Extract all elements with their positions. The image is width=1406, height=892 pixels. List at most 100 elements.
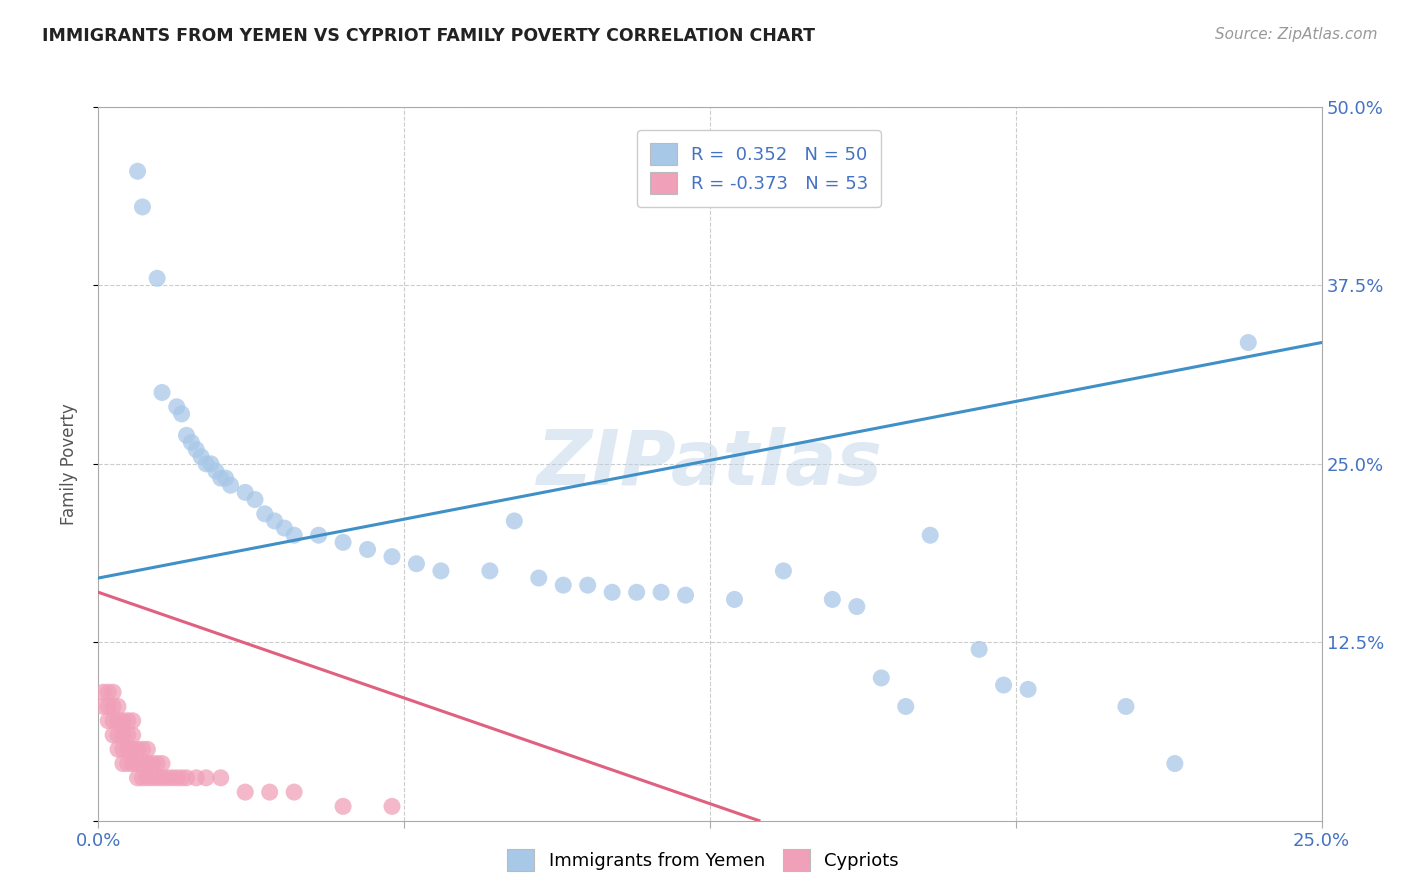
Point	[111, 714, 134, 728]
Point	[675, 588, 697, 602]
Point	[150, 771, 173, 785]
Legend: R =  0.352   N = 50, R = -0.373   N = 53: R = 0.352 N = 50, R = -0.373 N = 53	[637, 130, 882, 207]
Point	[166, 771, 188, 785]
Point	[101, 728, 124, 742]
Point	[263, 514, 285, 528]
Point	[503, 514, 526, 528]
Text: ZIPatlas: ZIPatlas	[537, 427, 883, 500]
Point	[200, 457, 222, 471]
Point	[259, 785, 281, 799]
Point	[117, 728, 139, 742]
Point	[136, 771, 159, 785]
Point	[131, 771, 153, 785]
Point	[131, 742, 153, 756]
Point	[107, 728, 129, 742]
Text: IMMIGRANTS FROM YEMEN VS CYPRIOT FAMILY POVERTY CORRELATION CHART: IMMIGRANTS FROM YEMEN VS CYPRIOT FAMILY …	[42, 27, 815, 45]
Point	[136, 742, 159, 756]
Point	[170, 407, 193, 421]
Point	[131, 756, 153, 771]
Point	[107, 742, 129, 756]
Point	[97, 714, 120, 728]
Point	[176, 428, 198, 442]
Point	[993, 678, 1015, 692]
Point	[121, 742, 143, 756]
Y-axis label: Family Poverty: Family Poverty	[59, 403, 77, 524]
Point	[381, 549, 404, 564]
Point	[121, 756, 143, 771]
Point	[97, 699, 120, 714]
Point	[253, 507, 276, 521]
Point	[219, 478, 242, 492]
Point	[1237, 335, 1260, 350]
Point	[553, 578, 575, 592]
Point	[146, 756, 169, 771]
Point	[160, 771, 183, 785]
Point	[101, 685, 124, 699]
Point	[308, 528, 330, 542]
Point	[111, 742, 134, 756]
Point	[121, 728, 143, 742]
Point	[121, 714, 143, 728]
Text: Source: ZipAtlas.com: Source: ZipAtlas.com	[1215, 27, 1378, 42]
Point	[332, 799, 354, 814]
Point	[920, 528, 942, 542]
Point	[356, 542, 378, 557]
Point	[156, 771, 179, 785]
Point	[141, 771, 163, 785]
Point	[894, 699, 917, 714]
Point	[870, 671, 893, 685]
Point	[150, 385, 173, 400]
Point	[209, 771, 232, 785]
Point	[141, 756, 163, 771]
Point	[527, 571, 550, 585]
Point	[195, 457, 218, 471]
Point	[146, 771, 169, 785]
Point	[381, 799, 404, 814]
Point	[273, 521, 295, 535]
Point	[405, 557, 427, 571]
Point	[180, 435, 202, 450]
Point	[166, 400, 188, 414]
Point	[332, 535, 354, 549]
Point	[91, 685, 114, 699]
Point	[576, 578, 599, 592]
Point	[821, 592, 844, 607]
Point	[233, 785, 256, 799]
Point	[1017, 682, 1039, 697]
Point	[101, 699, 124, 714]
Point	[150, 756, 173, 771]
Point	[97, 685, 120, 699]
Point	[186, 442, 208, 457]
Point	[107, 714, 129, 728]
Point	[723, 592, 745, 607]
Point	[650, 585, 672, 599]
Point	[170, 771, 193, 785]
Point	[176, 771, 198, 785]
Point	[127, 771, 149, 785]
Point	[190, 450, 212, 464]
Point	[209, 471, 232, 485]
Point	[127, 164, 149, 178]
Point	[478, 564, 501, 578]
Point	[195, 771, 218, 785]
Point	[117, 742, 139, 756]
Point	[430, 564, 453, 578]
Point	[214, 471, 236, 485]
Point	[131, 200, 153, 214]
Point	[127, 742, 149, 756]
Point	[243, 492, 266, 507]
Point	[283, 528, 305, 542]
Point	[186, 771, 208, 785]
Point	[626, 585, 648, 599]
Point	[1115, 699, 1137, 714]
Point	[136, 756, 159, 771]
Legend: Immigrants from Yemen, Cypriots: Immigrants from Yemen, Cypriots	[499, 842, 907, 879]
Point	[111, 728, 134, 742]
Point	[967, 642, 990, 657]
Point	[845, 599, 868, 614]
Point	[111, 756, 134, 771]
Point	[600, 585, 623, 599]
Point	[101, 714, 124, 728]
Point	[117, 714, 139, 728]
Point	[146, 271, 169, 285]
